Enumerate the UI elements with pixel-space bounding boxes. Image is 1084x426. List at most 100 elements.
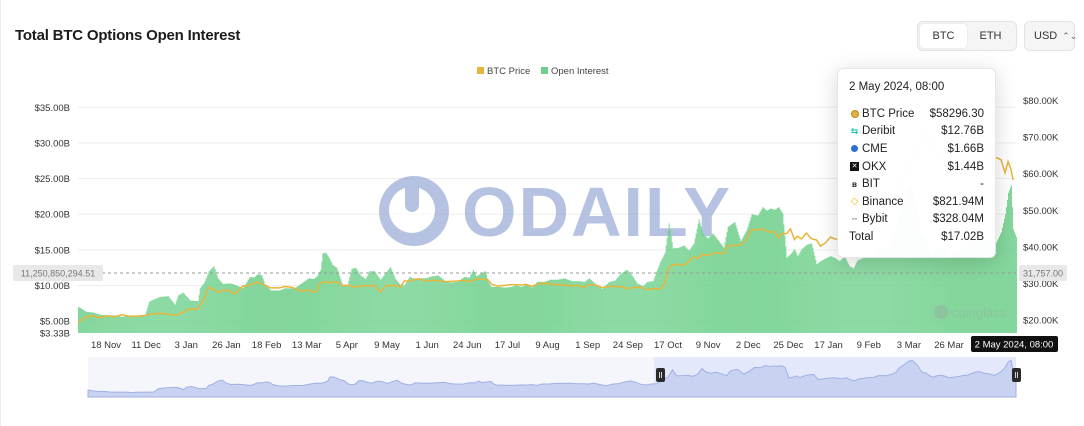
- oi-bar: [1005, 214, 1006, 333]
- oi-bar: [619, 274, 621, 333]
- oi-bar: [980, 232, 981, 333]
- oi-bar: [748, 223, 750, 333]
- right-tick-label: $50.00K: [1023, 206, 1059, 217]
- oi-bar: [533, 286, 534, 333]
- oi-bar: [535, 284, 536, 333]
- oi-bar: [128, 315, 130, 333]
- oi-bar: [816, 264, 818, 333]
- oi-bar: [536, 283, 537, 333]
- oi-bar: [357, 270, 359, 333]
- oi-bar: [399, 283, 401, 333]
- oi-bar: [139, 315, 141, 333]
- oi-bar: [449, 282, 451, 333]
- left-tick-label: $20.00B: [35, 210, 70, 221]
- oi-bar: [726, 232, 728, 333]
- oi-bar: [274, 290, 276, 333]
- crosshair-x-label: 2 May 2024, 08:00: [975, 340, 1054, 351]
- oi-bar: [290, 288, 292, 333]
- oi-bar: [938, 246, 940, 333]
- oi-bar: [272, 290, 274, 333]
- currency-select[interactable]: USD ⌃⌄: [1024, 21, 1077, 51]
- oi-bar: [347, 284, 349, 333]
- oi-bar: [91, 312, 93, 333]
- btc-toggle-button[interactable]: BTC: [920, 24, 967, 48]
- oi-bar: [645, 282, 647, 333]
- oi-bar: [577, 281, 579, 333]
- oi-bar: [636, 283, 638, 333]
- oi-bar: [700, 226, 702, 333]
- oi-bar: [880, 247, 882, 333]
- oi-bar: [557, 279, 559, 333]
- oi-bar: [746, 229, 748, 333]
- oi-bar: [116, 315, 118, 333]
- oi-bar: [956, 252, 957, 333]
- oi-bar: [734, 222, 736, 333]
- oi-bar: [251, 277, 253, 333]
- oi-bar: [777, 207, 779, 333]
- oi-bar: [692, 244, 694, 333]
- oi-bar: [983, 236, 984, 333]
- oi-bar: [846, 260, 848, 333]
- oi-bar: [342, 284, 344, 333]
- oi-bar: [981, 234, 982, 333]
- oi-bar: [613, 280, 615, 333]
- oi-bar: [101, 314, 103, 333]
- oi-bar: [750, 217, 752, 333]
- range-navigator[interactable]: [87, 357, 1021, 398]
- navigator-handle-right[interactable]: [1012, 368, 1021, 382]
- oi-bar: [631, 275, 633, 333]
- oi-bar: [787, 256, 789, 333]
- oi-bar: [78, 306, 79, 333]
- oi-bar: [580, 281, 582, 333]
- oi-bar: [111, 315, 113, 333]
- oi-bar: [479, 274, 480, 333]
- oi-bar: [590, 280, 592, 333]
- oi-bar: [250, 277, 252, 333]
- oi-bar: [93, 312, 95, 333]
- oi-bar: [123, 316, 125, 333]
- oi-bar: [323, 253, 325, 333]
- oi-bar: [568, 280, 570, 333]
- oi-bar: [239, 286, 241, 333]
- oi-bar: [813, 251, 815, 333]
- oi-bar: [229, 283, 231, 333]
- oi-bar: [189, 300, 191, 333]
- oi-bar: [125, 316, 127, 333]
- oi-bar: [524, 285, 525, 333]
- right-tick-label: $60.00K: [1023, 169, 1059, 180]
- oi-bar: [326, 254, 328, 333]
- oi-bar: [530, 286, 531, 333]
- oi-bar: [444, 280, 446, 333]
- x-tick-label: 2 Dec: [736, 340, 761, 351]
- oi-bar: [721, 245, 723, 333]
- oi-bar: [264, 284, 266, 333]
- oi-bar: [474, 271, 476, 333]
- oi-bar: [494, 286, 495, 333]
- oi-bar: [933, 253, 935, 333]
- oi-bar: [706, 237, 708, 333]
- oi-bar: [919, 223, 921, 333]
- oi-bar: [428, 277, 430, 333]
- navigator-handle-left[interactable]: [656, 368, 665, 382]
- eth-toggle-button[interactable]: ETH: [979, 30, 1002, 42]
- oi-bar: [690, 247, 692, 333]
- oi-bar: [238, 286, 240, 333]
- oi-bar: [752, 214, 754, 333]
- oi-bar: [799, 252, 801, 333]
- oi-bar: [957, 251, 958, 333]
- oi-bar: [840, 260, 842, 333]
- oi-bar: [950, 255, 951, 333]
- oi-bar: [723, 247, 725, 333]
- oi-bar: [667, 230, 669, 333]
- oi-bar: [628, 272, 630, 333]
- oi-bar: [847, 262, 849, 333]
- oi-bar: [559, 279, 561, 333]
- oi-bar: [466, 277, 468, 333]
- oi-bar: [702, 233, 704, 333]
- oi-bar: [334, 266, 336, 333]
- oi-bar: [398, 282, 400, 333]
- oi-bar: [642, 286, 644, 333]
- oi-bar: [358, 272, 360, 333]
- oi-bar: [115, 315, 117, 333]
- oi-bar: [747, 226, 749, 333]
